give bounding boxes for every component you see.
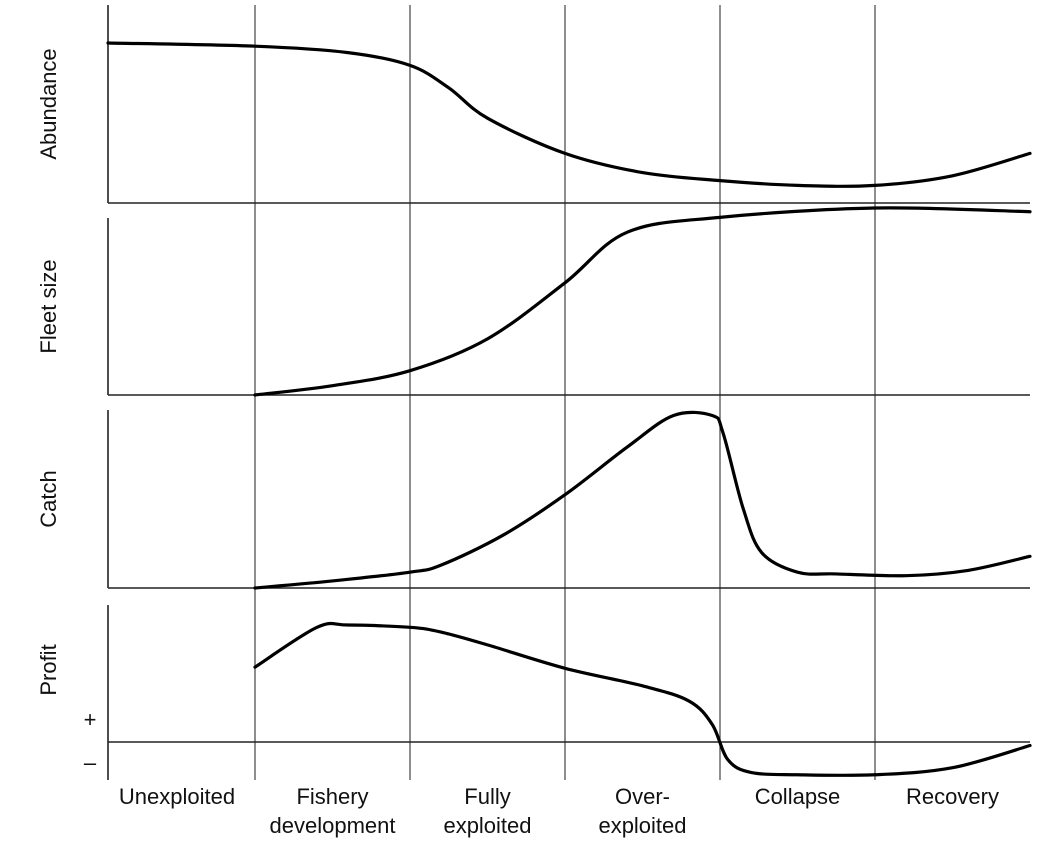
abundance-curve: [106, 41, 1032, 188]
phase-label: Recovery: [906, 784, 999, 809]
profit-curve: [253, 621, 1032, 777]
plus-sign: +: [84, 707, 97, 732]
phase-label: development: [270, 813, 396, 838]
phase-label: exploited: [598, 813, 686, 838]
phase-label: exploited: [443, 813, 531, 838]
fleet-size-curve: [253, 206, 1032, 397]
phase-label: Over-: [615, 784, 670, 809]
catch-curve: [253, 410, 1032, 590]
minus-sign: –: [84, 750, 97, 775]
y-axis-label: Fleet size: [36, 259, 61, 353]
y-axis-label: Profit: [36, 644, 61, 695]
phase-label: Unexploited: [119, 784, 235, 809]
y-axis-label: Abundance: [36, 48, 61, 159]
phase-label: Fishery: [296, 784, 368, 809]
y-axis-label: Catch: [36, 470, 61, 527]
phase-label: Fully: [464, 784, 510, 809]
phase-label: Collapse: [755, 784, 841, 809]
